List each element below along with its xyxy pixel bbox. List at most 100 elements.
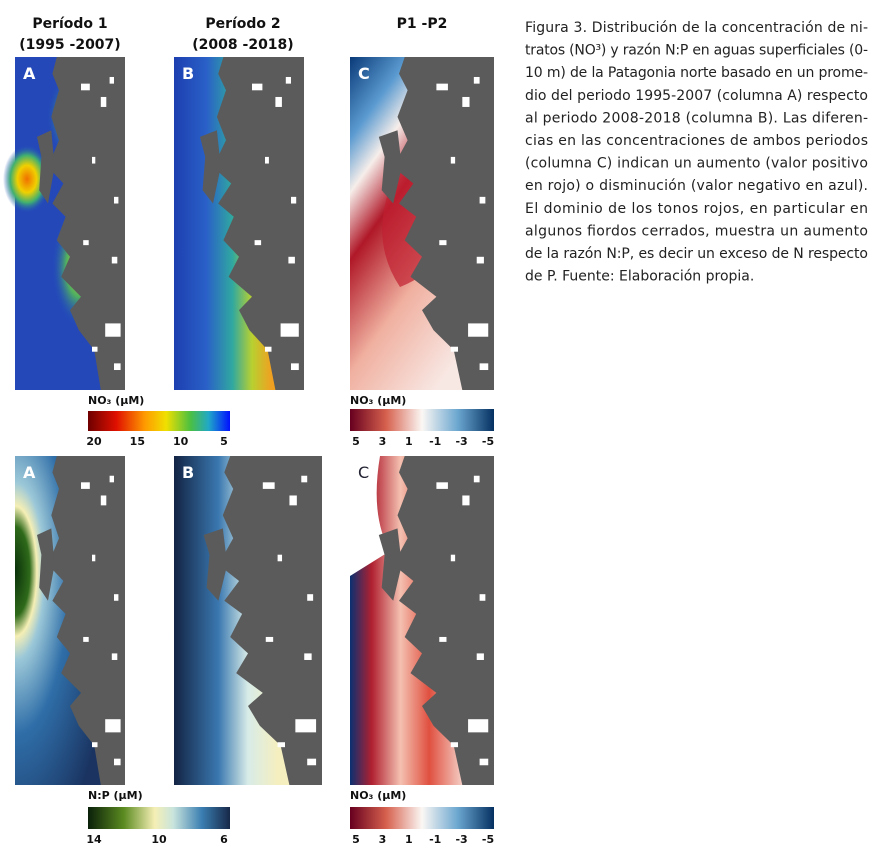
colorbar-tick-label: -1 (429, 435, 441, 448)
land-ice (473, 76, 480, 84)
land (37, 528, 55, 601)
colorbar (350, 807, 494, 829)
land-ice (92, 346, 98, 352)
land (378, 528, 402, 601)
land-ice (81, 83, 90, 91)
land-ice (111, 256, 118, 264)
land-ice (289, 495, 297, 506)
map-panel (350, 57, 494, 390)
land-ice (275, 96, 282, 107)
colorbar-tick-label: -5 (482, 833, 494, 846)
caption-line: de P. Fuente: Elaboración propia. (525, 269, 754, 285)
land-ice (265, 636, 274, 642)
land-ice (439, 636, 447, 642)
colorbar (350, 409, 494, 431)
land-ice (436, 482, 448, 489)
land-ice (277, 554, 283, 562)
map-panel (174, 456, 322, 785)
land-ice (83, 636, 89, 642)
caption-line: algunos fiordos cerrados, muestra un aum… (525, 223, 868, 239)
caption-line: Figura 3. Distribución de la concentraci… (525, 20, 868, 36)
land-ice (105, 719, 121, 733)
caption-line: 10 m) de la Patagonia norte basado en un… (525, 65, 868, 81)
land-ice (114, 196, 119, 204)
map-panel (350, 456, 494, 785)
colorbar-tick-label: -1 (429, 833, 441, 846)
land-ice (479, 196, 486, 204)
land-ice (109, 475, 114, 483)
land-ice (468, 323, 489, 337)
colorbar-tick-label: 20 (86, 435, 102, 448)
caption-line: cias en las concentraciones de ambos per… (525, 133, 868, 149)
land (48, 456, 125, 785)
land-ice (476, 653, 484, 660)
colorbar-tick-label: -3 (455, 833, 467, 846)
land (203, 528, 228, 601)
colorbar-tick-label: 10 (151, 833, 167, 846)
land-ice (109, 76, 114, 84)
land-ice (295, 719, 317, 733)
land-ice (301, 475, 308, 483)
land-ice (450, 156, 456, 164)
land (218, 456, 322, 785)
land (393, 57, 494, 390)
land-ice (285, 76, 291, 84)
land-ice (83, 240, 89, 246)
panel-label: B (182, 463, 194, 482)
land-ice (462, 96, 470, 107)
land (378, 130, 402, 204)
colorbar-tick-label: -5 (482, 435, 494, 448)
land-ice (100, 96, 107, 107)
column-title: P1 -P2 (397, 16, 448, 32)
land-ice (304, 653, 312, 660)
colorbar-tick-label: 14 (86, 833, 102, 846)
land-ice (114, 758, 121, 766)
panel-label: C (358, 64, 370, 83)
panel-label: A (23, 463, 36, 482)
map-panel (3, 57, 125, 390)
colorbar-tick-label: 5 (220, 435, 228, 448)
panel-label: C (358, 463, 369, 482)
colorbar-tick-label: 1 (405, 833, 413, 846)
land-ice (280, 323, 299, 337)
colorbar-tick-label: 3 (379, 833, 387, 846)
land-ice (100, 495, 107, 506)
column-subtitle: (1995 -2007) (19, 37, 120, 53)
map-blob (350, 456, 390, 576)
land-ice (254, 240, 262, 246)
caption-line: El dominio de los tonos rojos, en partic… (525, 201, 868, 217)
land-ice (81, 482, 90, 489)
land-ice (436, 83, 448, 91)
colorbar-tick-label: 1 (405, 435, 413, 448)
colorbar (88, 411, 230, 431)
land-ice (111, 653, 118, 660)
land-ice (114, 363, 121, 371)
land-ice (114, 594, 119, 601)
caption-line: al periodo 2008-2018 (columna B). Las di… (525, 110, 868, 126)
panel-label: A (23, 64, 36, 83)
colorbar-tick-label: 6 (220, 833, 228, 846)
colorbar-tick-label: 3 (379, 435, 387, 448)
land-ice (307, 594, 314, 601)
caption-line: tratos (NO³) y razón N:P en aguas superf… (525, 43, 868, 59)
colorbar-title: NO₃ (µM) (350, 394, 406, 407)
land-ice (450, 554, 456, 562)
land (213, 57, 304, 390)
land-ice (468, 719, 489, 733)
land-ice (265, 156, 269, 164)
land (37, 130, 55, 204)
land-ice (476, 256, 484, 264)
column-title: Período 1 (32, 16, 107, 32)
caption-line: dio del periodo 1995-2007 (columna A) re… (525, 88, 868, 104)
land-ice (92, 742, 98, 748)
colorbar-title: NO₃ (µM) (88, 394, 144, 407)
colorbar-tick-label: -3 (455, 435, 467, 448)
caption-line: de la razón N:P, es decir un exceso de N… (525, 246, 868, 262)
land-ice (479, 594, 486, 601)
land-ice (479, 363, 489, 371)
land (393, 456, 494, 785)
land-ice (265, 346, 272, 352)
land-ice (439, 240, 447, 246)
colorbar-tick-label: 15 (130, 435, 145, 448)
